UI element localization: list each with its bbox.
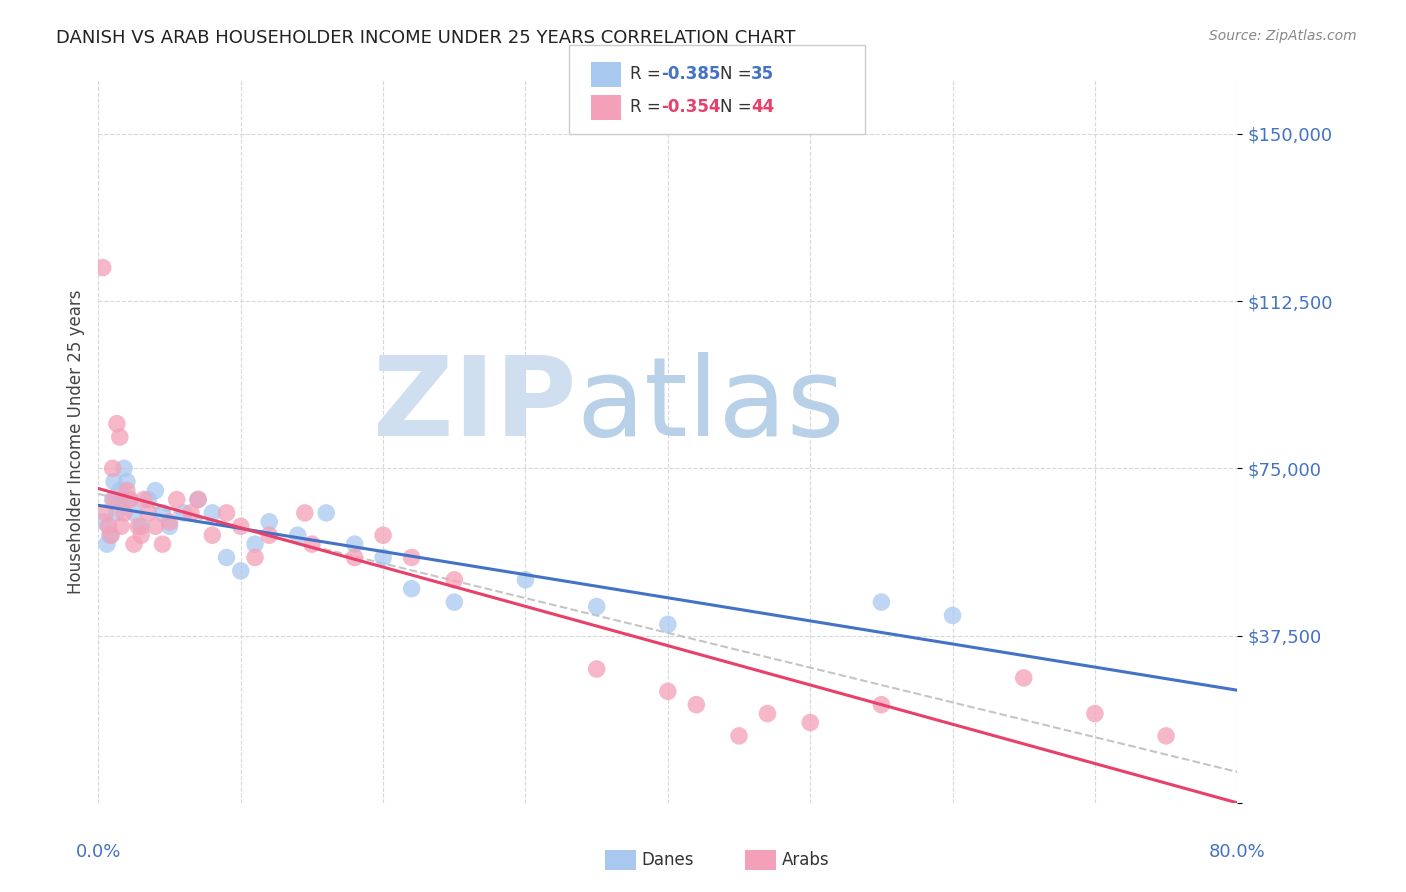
Point xyxy=(756,706,779,721)
Point xyxy=(110,492,132,507)
Point xyxy=(98,528,121,542)
Point xyxy=(585,662,607,676)
Point xyxy=(301,537,323,551)
Point xyxy=(371,550,394,565)
Point xyxy=(657,617,679,632)
Point xyxy=(101,461,124,475)
Y-axis label: Householder Income Under 25 years: Householder Income Under 25 years xyxy=(66,289,84,594)
Point xyxy=(243,550,266,565)
Point xyxy=(93,515,115,529)
Point xyxy=(259,515,281,529)
Point xyxy=(942,608,965,623)
Point xyxy=(103,492,125,507)
Text: 35: 35 xyxy=(751,65,773,83)
Point xyxy=(110,519,132,533)
Point xyxy=(187,492,209,507)
Point xyxy=(259,528,281,542)
Text: -0.385: -0.385 xyxy=(661,65,720,83)
Point xyxy=(118,492,141,507)
Point xyxy=(215,550,238,565)
Point xyxy=(443,573,465,587)
Point xyxy=(127,519,149,533)
Point xyxy=(145,519,167,533)
Point xyxy=(173,506,195,520)
Text: Danes: Danes xyxy=(641,851,693,869)
Point xyxy=(129,528,152,542)
Point xyxy=(152,506,174,520)
Point xyxy=(103,475,125,489)
Point xyxy=(101,492,124,507)
Point xyxy=(229,519,252,533)
Point xyxy=(401,582,423,596)
Point xyxy=(112,506,135,520)
Text: N =: N = xyxy=(720,98,756,116)
Point xyxy=(657,684,679,698)
Text: ZIP: ZIP xyxy=(374,352,576,458)
Point xyxy=(118,492,141,507)
Text: R =: R = xyxy=(630,98,666,116)
Point xyxy=(166,492,188,507)
Text: 80.0%: 80.0% xyxy=(1209,843,1265,861)
Point xyxy=(229,564,252,578)
Point xyxy=(129,519,152,533)
Point xyxy=(1012,671,1035,685)
Point xyxy=(105,506,128,520)
Point xyxy=(287,528,309,542)
Text: Arabs: Arabs xyxy=(782,851,830,869)
Point xyxy=(343,550,366,565)
Point xyxy=(91,260,114,275)
Point xyxy=(870,698,893,712)
Text: 44: 44 xyxy=(751,98,775,116)
Point xyxy=(115,475,138,489)
Point xyxy=(315,506,337,520)
Point xyxy=(100,528,122,542)
Point xyxy=(96,537,118,551)
Point xyxy=(180,506,202,520)
Text: atlas: atlas xyxy=(576,352,845,458)
Text: N =: N = xyxy=(720,65,756,83)
Point xyxy=(108,483,131,498)
Point xyxy=(401,550,423,565)
Point xyxy=(343,537,366,551)
Text: DANISH VS ARAB HOUSEHOLDER INCOME UNDER 25 YEARS CORRELATION CHART: DANISH VS ARAB HOUSEHOLDER INCOME UNDER … xyxy=(56,29,796,46)
Point xyxy=(799,715,821,730)
Point xyxy=(136,506,159,520)
Point xyxy=(108,430,131,444)
Text: -0.354: -0.354 xyxy=(661,98,720,116)
Point xyxy=(159,519,181,533)
Point xyxy=(294,506,316,520)
Text: Source: ZipAtlas.com: Source: ZipAtlas.com xyxy=(1209,29,1357,43)
Point xyxy=(105,417,128,431)
Point xyxy=(1084,706,1107,721)
Point xyxy=(1154,729,1177,743)
Point xyxy=(870,595,893,609)
Point xyxy=(132,492,155,507)
Point xyxy=(585,599,607,614)
Point xyxy=(159,515,181,529)
Point xyxy=(201,506,224,520)
Point xyxy=(201,528,224,542)
Point xyxy=(215,506,238,520)
Text: R =: R = xyxy=(630,65,666,83)
Point xyxy=(152,537,174,551)
Point xyxy=(122,506,145,520)
Point xyxy=(515,573,537,587)
Point xyxy=(443,595,465,609)
Point xyxy=(187,492,209,507)
Point xyxy=(136,492,159,507)
Point xyxy=(728,729,751,743)
Point xyxy=(243,537,266,551)
Point xyxy=(115,483,138,498)
Point xyxy=(97,519,120,533)
Point xyxy=(112,461,135,475)
Point xyxy=(145,483,167,498)
Point xyxy=(371,528,394,542)
Point xyxy=(94,506,117,520)
Text: 0.0%: 0.0% xyxy=(76,843,121,861)
Point xyxy=(685,698,707,712)
Point xyxy=(122,537,145,551)
